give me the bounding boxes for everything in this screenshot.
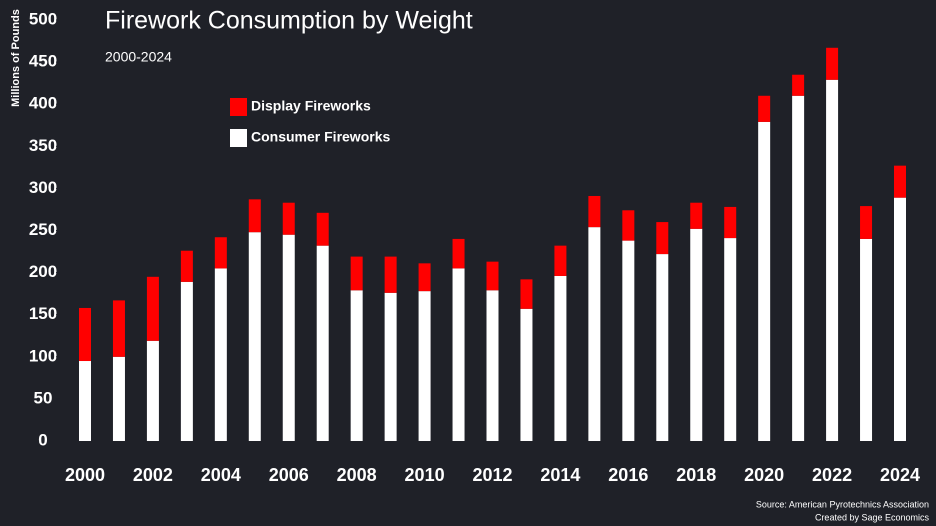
bar-segment [690, 202, 703, 229]
bar-segment [248, 199, 261, 233]
x-tick-label: 2002 [133, 465, 173, 485]
y-tick-label: 450 [29, 52, 57, 71]
bar-segment [690, 228, 703, 441]
bar-segment [622, 240, 635, 441]
bar-segment [588, 195, 601, 228]
bar-segment [180, 281, 193, 441]
x-tick-label: 2006 [269, 465, 309, 485]
bar-segment [520, 308, 533, 441]
bar-segment [79, 307, 91, 362]
bar-segment [418, 263, 431, 292]
x-tick-label: 2004 [201, 465, 241, 485]
bar-segment [214, 268, 227, 441]
bar-segment [418, 291, 431, 441]
bar-segment [486, 290, 499, 441]
chart-title: Firework Consumption by Weight [105, 7, 473, 35]
bar-segment [656, 222, 669, 255]
bar-segment [350, 256, 363, 291]
chart-subtitle: 2000-2024 [105, 49, 172, 65]
bar-segment [826, 47, 839, 80]
bar-segment [452, 238, 465, 269]
x-tick-label: 2020 [744, 465, 784, 485]
bar-segment [146, 276, 159, 341]
bar-segment [792, 74, 805, 96]
bar-segment [758, 121, 771, 441]
x-tick-label: 2012 [472, 465, 512, 485]
legend-swatch [230, 98, 247, 116]
bar-segment [180, 250, 193, 282]
x-tick-label: 2010 [405, 465, 445, 485]
x-tick-label: 2018 [676, 465, 716, 485]
bar-segment [384, 292, 397, 441]
y-tick-label: 0 [38, 430, 47, 449]
bar-segment [724, 206, 737, 239]
y-tick-label: 400 [29, 94, 57, 113]
bar-segment [282, 202, 295, 235]
y-tick-label: 250 [29, 220, 57, 239]
bar-segment [248, 232, 261, 441]
bar-segment [112, 300, 125, 357]
bar-segment [384, 256, 397, 293]
y-tick-label: 300 [29, 178, 57, 197]
bar-segment [724, 238, 737, 441]
bar-segment [792, 95, 805, 441]
bar-segment [860, 206, 873, 239]
bar-segment [350, 290, 363, 441]
bar-segment [894, 165, 906, 198]
bar-segment [112, 356, 125, 441]
bar-segment [282, 234, 295, 441]
bar-segment [214, 237, 227, 269]
bar-segment [588, 227, 601, 441]
x-tick-label: 2014 [540, 465, 580, 485]
bar-segment [860, 238, 873, 441]
y-tick-label: 150 [29, 304, 57, 323]
y-tick-label: 500 [29, 9, 57, 28]
y-tick-label: 100 [29, 346, 57, 365]
legend-swatch [230, 129, 247, 147]
bar-segment [79, 361, 91, 441]
legend-label: Consumer Fireworks [251, 129, 390, 145]
y-tick-label: 50 [34, 388, 53, 407]
source-note: Source: American Pyrotechnics Associatio… [756, 499, 929, 509]
x-tick-label: 2022 [812, 465, 852, 485]
x-tick-label: 2000 [65, 465, 105, 485]
credit-note: Created by Sage Economics [815, 512, 930, 522]
x-tick-label: 2008 [337, 465, 377, 485]
bar-segment [758, 95, 771, 122]
bar-segment [622, 210, 635, 241]
y-tick-label: 350 [29, 136, 57, 155]
x-tick-label: 2024 [880, 465, 920, 485]
bar-segment [520, 279, 533, 309]
bar-segment [316, 245, 329, 441]
bar-segment [554, 275, 567, 441]
bar-segment [826, 79, 839, 442]
bar-segment [316, 212, 329, 246]
bar-segment [554, 245, 567, 276]
bar-segment [146, 340, 159, 441]
x-tick-label: 2016 [608, 465, 648, 485]
y-axis-label: Millions of Pounds [10, 9, 22, 107]
legend-label: Display Fireworks [251, 98, 371, 114]
bar-segment [486, 261, 499, 291]
bar-segment [452, 268, 465, 441]
y-tick-label: 200 [29, 262, 57, 281]
bar-segment [656, 254, 669, 441]
bar-segment [894, 197, 906, 441]
